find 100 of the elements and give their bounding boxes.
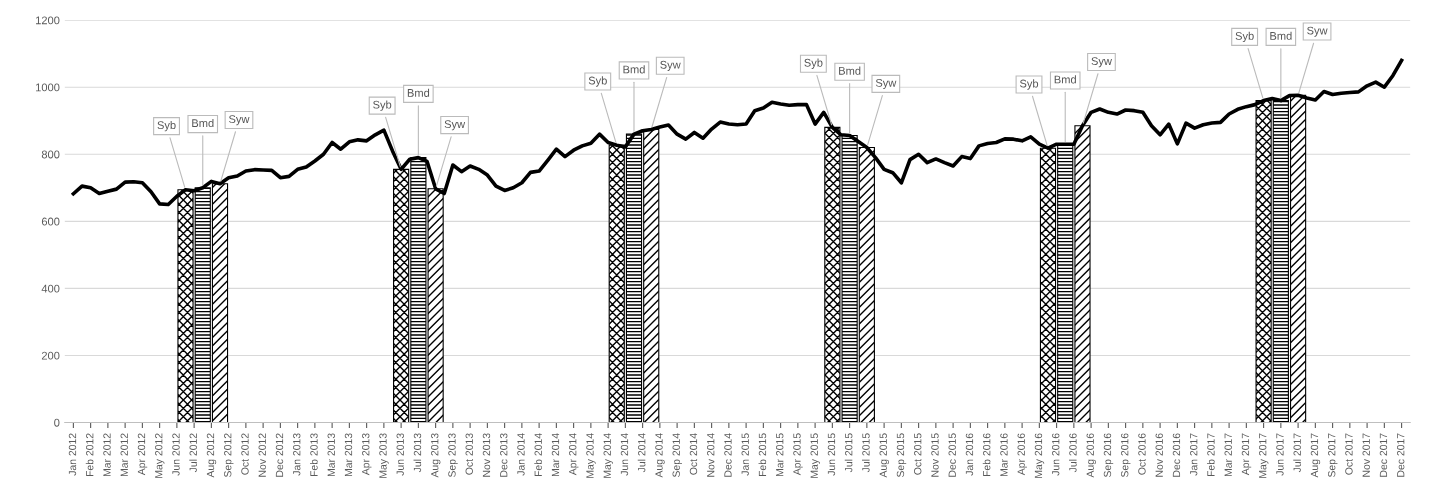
y-tick-label: 200 bbox=[41, 351, 60, 360]
text: Bmd bbox=[192, 118, 214, 128]
x-tick-label: Nov 2015 bbox=[931, 433, 939, 477]
x-tick-label: Jan 2017 bbox=[1190, 433, 1198, 476]
x-tick-label: Sep 2013 bbox=[448, 433, 458, 478]
text: Syb bbox=[373, 100, 392, 111]
y-tick-label: 1000 bbox=[36, 83, 60, 92]
x-tick-label: Jul 2016 bbox=[1069, 433, 1077, 473]
x-tick-label: Oct 2014 bbox=[689, 433, 698, 475]
x-tick-label: Sep 2012 bbox=[224, 433, 234, 478]
x-tick-label: Apr 2017 bbox=[1241, 433, 1252, 476]
x-tick-label: Nov 2016 bbox=[1155, 433, 1163, 477]
text: Syb bbox=[1019, 79, 1039, 90]
text: Syb bbox=[588, 76, 607, 87]
x-tick-label: Apr 2013 bbox=[362, 433, 372, 476]
x-tick-label: Dec 2014 bbox=[724, 433, 732, 477]
x-tick-label: Aug 2015 bbox=[879, 433, 889, 478]
x-tick-label: Mar 2013 bbox=[327, 433, 335, 477]
x-tick-label: Oct 2013 bbox=[465, 433, 473, 475]
x-tick-label: Jan 2015 bbox=[741, 433, 749, 476]
x-tick-label: Aug 2013 bbox=[431, 433, 441, 478]
x-tick-label: May 2014 bbox=[603, 433, 613, 478]
x-tick-label: Feb 2014 bbox=[534, 433, 542, 477]
x-tick-label: Jan 2013 bbox=[293, 433, 301, 476]
x-tick-label: Aug 2012 bbox=[206, 433, 217, 478]
x-tick-label: Oct 2016 bbox=[1138, 433, 1146, 475]
text: Bmd bbox=[623, 65, 645, 74]
x-tick-label: Dec 2017 bbox=[1397, 433, 1405, 477]
x-tick-label: Mar 2012 bbox=[103, 433, 111, 477]
x-tick-label: Apr 2014 bbox=[569, 433, 579, 476]
x-tick-label: Jun 2013 bbox=[396, 433, 404, 476]
x-tick-label: Dec 2017 bbox=[1379, 433, 1388, 477]
x-tick-label: Jun 2015 bbox=[827, 433, 836, 476]
text: Syw bbox=[1307, 26, 1328, 37]
x-tick-label: Apr 2016 bbox=[1017, 433, 1027, 476]
x-tick-label: Aug 2014 bbox=[655, 433, 665, 478]
x-tick-label: Oct 2012 bbox=[241, 433, 249, 475]
y-tick-label: 1200 bbox=[36, 16, 60, 25]
text: Bmd bbox=[1054, 75, 1076, 84]
x-tick-label: Aug 2016 bbox=[1086, 433, 1096, 478]
x-tick-label: May 2015 bbox=[810, 433, 820, 478]
x-tick-label: Mar 2013 bbox=[344, 433, 353, 477]
text: Syb bbox=[1235, 31, 1254, 43]
x-tick-label: Sep 2014 bbox=[672, 433, 682, 478]
x-tick-label: Sep 2017 bbox=[1328, 433, 1338, 478]
y-tick-label: 800 bbox=[41, 150, 60, 159]
x-tick-label: Mar 2012 bbox=[120, 433, 128, 477]
x-tick-label: Jul 2015 bbox=[844, 433, 853, 473]
x-tick-label: Jun 2016 bbox=[1052, 433, 1060, 476]
x-tick-label: Jun 2014 bbox=[620, 433, 629, 476]
x-tick-label: Mar 2014 bbox=[551, 433, 560, 477]
text: Syw bbox=[444, 120, 466, 131]
text: Syw bbox=[875, 78, 897, 90]
x-tick-label: Feb 2013 bbox=[310, 433, 318, 477]
x-tick-label: Sep 2016 bbox=[1103, 433, 1114, 478]
x-tick-label: May 2013 bbox=[379, 433, 389, 478]
text: Bmd bbox=[1270, 31, 1292, 40]
x-tick-label: Feb 2017 bbox=[1206, 433, 1215, 477]
x-tick-label: Dec 2016 bbox=[1172, 433, 1181, 477]
x-tick-label: Dec 2015 bbox=[948, 433, 956, 477]
x-tick-label: Dec 2013 bbox=[500, 433, 508, 477]
y-tick-label: 400 bbox=[41, 284, 60, 293]
x-tick-label: Jul 2015 bbox=[862, 433, 870, 473]
x-tick-label: Nov 2012 bbox=[258, 433, 266, 477]
x-tick-label: Jun 2017 bbox=[1276, 433, 1284, 476]
text: Bmd bbox=[839, 66, 861, 75]
x-tick-label: Oct 2015 bbox=[914, 433, 922, 475]
y-tick-label: 600 bbox=[41, 217, 60, 226]
text: Bmd bbox=[407, 88, 430, 97]
x-tick-label: Jan 2016 bbox=[965, 433, 974, 476]
text: Syb bbox=[804, 58, 823, 69]
x-tick-label: May 2017 bbox=[1259, 433, 1269, 478]
x-tick-label: Jan 2014 bbox=[517, 433, 525, 476]
text: Syw bbox=[1091, 57, 1112, 68]
x-tick-label: Dec 2012 bbox=[275, 433, 284, 477]
x-tick-label: Sep 2015 bbox=[896, 433, 907, 478]
x-tick-label: May 2016 bbox=[1034, 433, 1045, 478]
x-tick-label: Mar 2016 bbox=[1000, 433, 1008, 477]
x-tick-label: Nov 2014 bbox=[707, 433, 715, 477]
x-tick-label: Aug 2017 bbox=[1310, 433, 1321, 478]
x-tick-label: Jul 2012 bbox=[189, 433, 197, 473]
x-tick-label: Feb 2016 bbox=[982, 433, 991, 477]
text: Syw bbox=[660, 60, 681, 71]
x-tick-label: Nov 2017 bbox=[1362, 433, 1370, 477]
y-tick-label: 0 bbox=[54, 418, 60, 427]
x-tick-label: May 2014 bbox=[586, 433, 596, 478]
text: Syw bbox=[228, 115, 250, 126]
text: Syb bbox=[157, 120, 176, 132]
x-tick-label: Jun 2012 bbox=[172, 433, 180, 476]
x-tick-label: Jan 2012 bbox=[68, 433, 77, 476]
x-tick-label: Sep 2016 bbox=[1121, 433, 1131, 478]
x-tick-label: Mar 2015 bbox=[776, 433, 784, 477]
x-tick-label: Nov 2013 bbox=[482, 433, 491, 477]
x-tick-label: Mar 2017 bbox=[1224, 433, 1232, 477]
x-tick-label: May 2012 bbox=[155, 433, 165, 478]
x-tick-label: Feb 2012 bbox=[85, 433, 94, 477]
x-tick-label: Jul 2017 bbox=[1293, 433, 1301, 473]
x-tick-label: Apr 2012 bbox=[137, 433, 148, 476]
x-tick-label: Apr 2015 bbox=[793, 433, 803, 476]
x-tick-label: Feb 2015 bbox=[758, 433, 767, 477]
